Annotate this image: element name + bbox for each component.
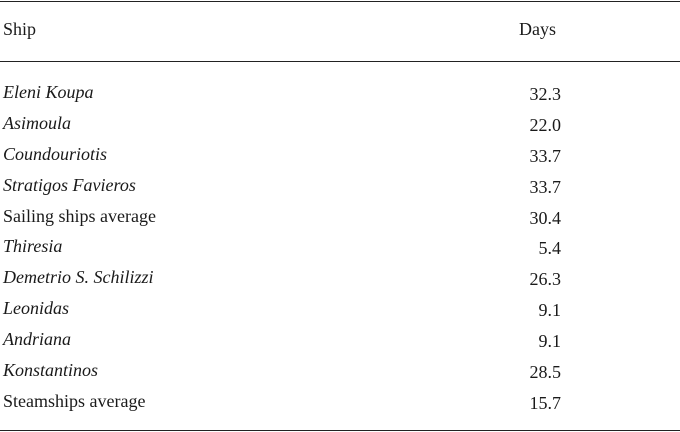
ship-name: Konstantinos xyxy=(3,360,99,381)
ship-name: Eleni Koupa xyxy=(3,82,94,102)
header-rule xyxy=(0,61,680,62)
days-value: 32.3 xyxy=(529,84,562,104)
table-row: Eleni Koupa 32.3 xyxy=(0,79,680,110)
table-row: Coundouriotis 33.7 xyxy=(0,141,680,172)
days-value: 9.1 xyxy=(538,300,562,321)
header-ship: Ship xyxy=(3,19,37,39)
days-value: 33.7 xyxy=(529,145,562,166)
bottom-rule xyxy=(0,430,680,431)
days-value: 9.1 xyxy=(538,331,562,352)
ship-name: Leonidas xyxy=(3,298,70,319)
table-body: Eleni Koupa 32.3 Asimoula 22.0 Coundouri… xyxy=(0,79,680,419)
top-rule xyxy=(0,1,680,2)
table-row: Thiresia 5.4 xyxy=(0,233,680,264)
table-row-average: Steamships average 15.7 xyxy=(0,388,680,419)
ship-name: Sailing ships average xyxy=(3,205,156,226)
ship-name: Thiresia xyxy=(3,236,63,257)
table-header: Ship Days xyxy=(0,19,680,43)
header-days: Days xyxy=(519,19,556,39)
table-row: Andriana 9.1 xyxy=(0,326,680,357)
ship-name: Stratigos Favieros xyxy=(3,174,136,195)
days-value: 5.4 xyxy=(538,238,562,259)
table-row: Konstantinos 28.5 xyxy=(0,357,680,388)
ship-name: Demetrio S. Schilizzi xyxy=(3,267,154,288)
days-value: 28.5 xyxy=(529,362,562,383)
days-value: 15.7 xyxy=(529,392,562,413)
days-value: 33.7 xyxy=(529,176,562,197)
days-value: 26.3 xyxy=(529,269,562,290)
ship-name: Coundouriotis xyxy=(3,143,108,164)
ship-name: Steamships average xyxy=(3,390,146,411)
table-row: Leonidas 9.1 xyxy=(0,295,680,326)
table-row: Asimoula 22.0 xyxy=(0,110,680,141)
ship-name: Andriana xyxy=(3,329,72,350)
table-row: Demetrio S. Schilizzi 26.3 xyxy=(0,264,680,295)
days-value: 22.0 xyxy=(529,114,562,135)
table-row: Stratigos Favieros 33.7 xyxy=(0,172,680,203)
table-row-average: Sailing ships average 30.4 xyxy=(0,203,680,234)
ship-name: Asimoula xyxy=(3,112,72,133)
days-value: 30.4 xyxy=(529,207,562,228)
